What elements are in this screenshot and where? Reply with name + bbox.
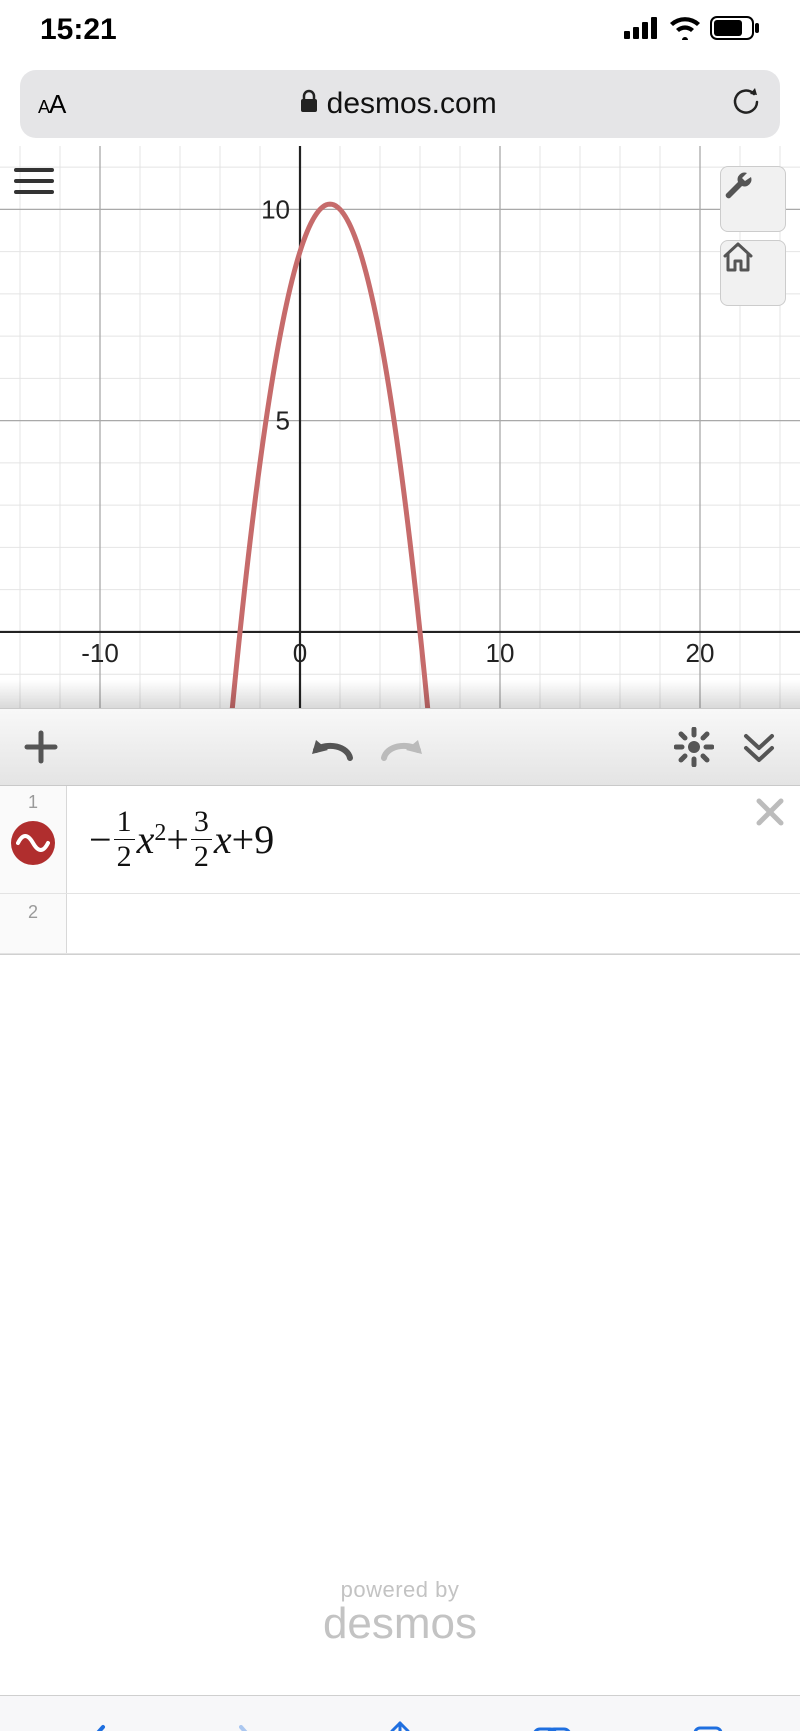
share-button[interactable]: [373, 1718, 427, 1731]
svg-text:20: 20: [686, 638, 715, 668]
graph-shadow: [0, 680, 800, 708]
status-indicators: [624, 16, 760, 45]
address-bar[interactable]: AA desmos.com: [20, 70, 780, 138]
text-size-button[interactable]: AA: [38, 89, 65, 120]
svg-text:-10: -10: [81, 638, 119, 668]
expression-row[interactable]: 1 − 12 x2 + 32 x + 9: [0, 786, 800, 894]
collapse-button[interactable]: [740, 728, 778, 766]
cellular-icon: [624, 17, 660, 44]
expression-list: 1 − 12 x2 + 32 x + 9 2: [0, 786, 800, 955]
forward-button[interactable]: [221, 1718, 275, 1731]
lock-icon: [299, 87, 319, 121]
safari-toolbar: [0, 1695, 800, 1731]
home-button[interactable]: [720, 240, 786, 306]
svg-text:0: 0: [293, 638, 307, 668]
graph-settings-button[interactable]: [674, 727, 714, 767]
wifi-icon: [668, 16, 702, 45]
svg-text:10: 10: [261, 194, 290, 224]
expression-row[interactable]: 2: [0, 894, 800, 954]
expression-formula[interactable]: − 12 x2 + 32 x + 9: [67, 786, 800, 893]
expression-color-toggle[interactable]: [11, 821, 55, 865]
undo-button[interactable]: [306, 730, 354, 764]
tabs-button[interactable]: [677, 1718, 731, 1731]
address-domain: desmos.com: [327, 87, 497, 121]
bookmarks-button[interactable]: [525, 1718, 579, 1731]
back-button[interactable]: [69, 1718, 123, 1731]
menu-button[interactable]: [14, 166, 80, 232]
expression-index: 1: [28, 792, 38, 813]
battery-icon: [710, 16, 760, 45]
delete-expression-button[interactable]: [754, 796, 786, 833]
graph-canvas[interactable]: -10 0 10 20 5 10: [0, 146, 800, 708]
expression-index: 2: [28, 902, 38, 923]
redo-button[interactable]: [380, 730, 428, 764]
svg-text:10: 10: [486, 638, 515, 668]
reload-button[interactable]: [730, 85, 762, 124]
blank-area: powered by desmos: [0, 955, 800, 1695]
settings-wrench-button[interactable]: [720, 166, 786, 232]
wave-icon: [16, 831, 50, 855]
expression-formula[interactable]: [67, 894, 800, 953]
expression-toolbar: [0, 708, 800, 786]
close-icon: [754, 796, 786, 828]
status-time: 15:21: [40, 13, 117, 47]
desmos-brand: desmos: [0, 1599, 800, 1649]
svg-text:5: 5: [276, 406, 290, 436]
add-expression-button[interactable]: [22, 728, 60, 766]
